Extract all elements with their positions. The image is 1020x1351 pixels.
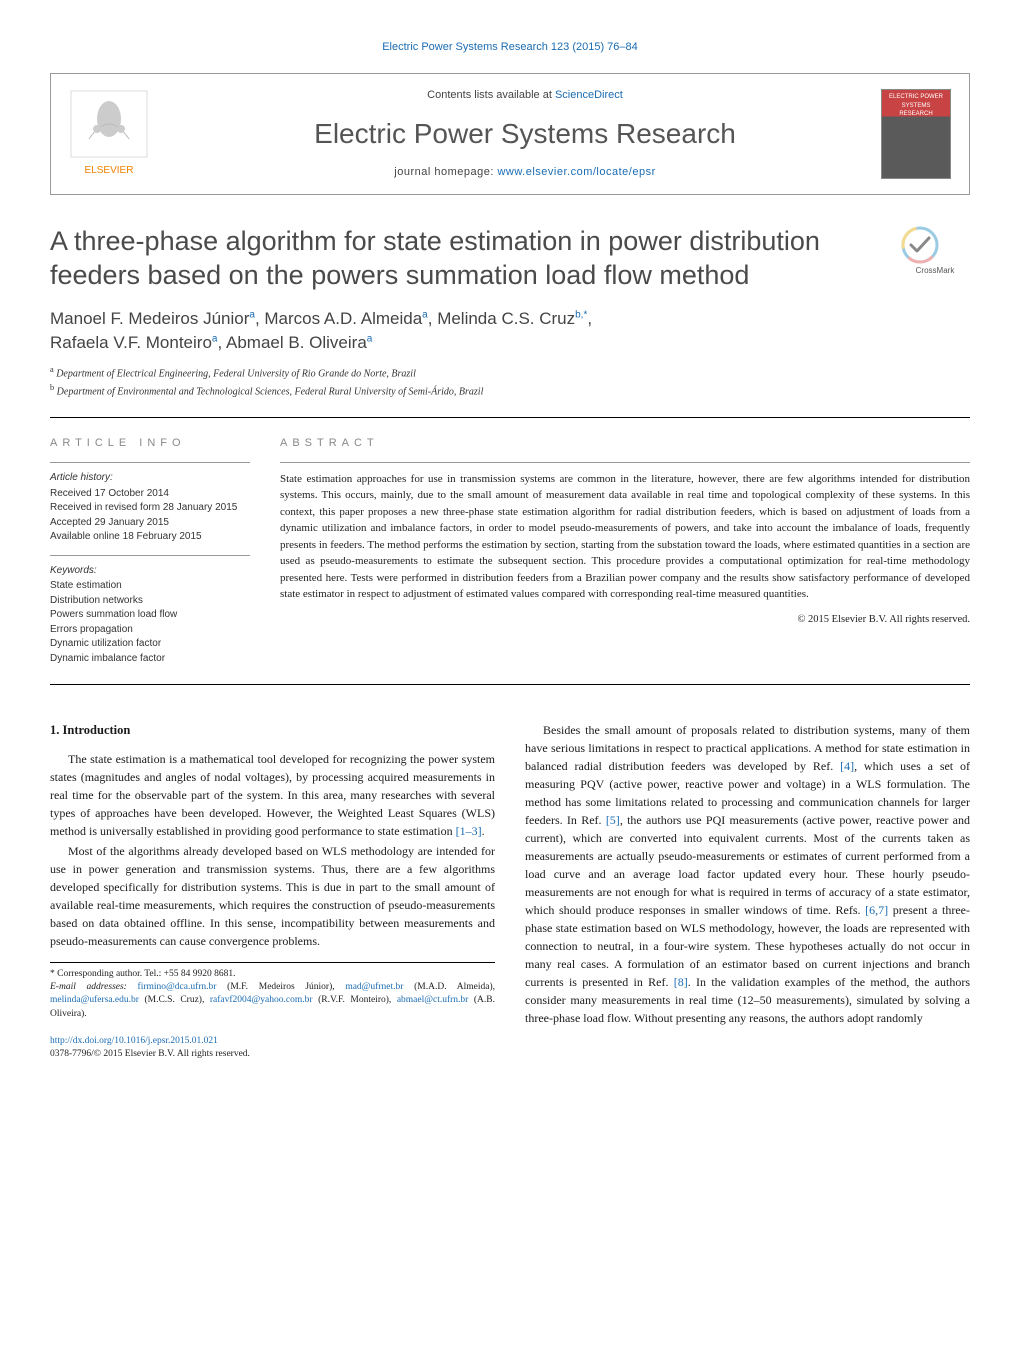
- body-columns: 1. Introduction The state estimation is …: [50, 721, 970, 1062]
- keywords-label: Keywords:: [50, 564, 250, 579]
- abstract-heading: ABSTRACT: [280, 436, 970, 451]
- affiliations: a Department of Electrical Engineering, …: [50, 364, 970, 399]
- email-4-who: (R.V.F. Monteiro),: [313, 995, 397, 1005]
- ref-4[interactable]: [4]: [840, 759, 854, 773]
- ref-5[interactable]: [5]: [606, 813, 620, 827]
- section-1-heading: 1. Introduction: [50, 721, 495, 740]
- divider-top: [50, 417, 970, 418]
- email-5[interactable]: abmael@ct.ufrn.br: [397, 995, 469, 1005]
- footnote-block: * Corresponding author. Tel.: +55 84 992…: [50, 962, 495, 1062]
- crossmark-badge[interactable]: CrossMark: [900, 225, 970, 277]
- history-revised: Received in revised form 28 January 2015: [50, 501, 250, 516]
- keyword-6: Dynamic imbalance factor: [50, 652, 250, 667]
- journal-homepage-line: journal homepage: www.elsevier.com/locat…: [169, 165, 881, 180]
- author-1-aff: a: [249, 309, 255, 320]
- email-addresses: E-mail addresses: firmino@dca.ufrn.br (M…: [50, 981, 495, 1021]
- email-1-who: (M.F. Medeiros Júnior),: [216, 982, 345, 992]
- paragraph-3: Besides the small amount of proposals re…: [525, 721, 970, 1027]
- history-online: Available online 18 February 2015: [50, 530, 250, 545]
- header-center-block: Contents lists available at ScienceDirec…: [169, 88, 881, 180]
- email-label: E-mail addresses:: [50, 982, 138, 992]
- author-list: Manoel F. Medeiros Júniora, Marcos A.D. …: [50, 307, 970, 355]
- email-1[interactable]: firmino@dca.ufrn.br: [138, 982, 217, 992]
- author-3-aff: b,*: [575, 309, 587, 320]
- abstract-divider: [280, 462, 970, 463]
- affiliation-b: b Department of Environmental and Techno…: [50, 382, 970, 399]
- ref-8[interactable]: [8]: [674, 975, 688, 989]
- contents-prefix: Contents lists available at: [427, 89, 555, 101]
- abstract-column: ABSTRACT State estimation approaches for…: [280, 436, 970, 666]
- history-accepted: Accepted 29 January 2015: [50, 516, 250, 531]
- paragraph-2: Most of the algorithms already developed…: [50, 842, 495, 950]
- keyword-3: Powers summation load flow: [50, 608, 250, 623]
- doi-link[interactable]: http://dx.doi.org/10.1016/j.epsr.2015.01…: [50, 1036, 218, 1046]
- author-1: Manoel F. Medeiros Júnior: [50, 309, 249, 328]
- author-5-aff: a: [367, 333, 373, 344]
- info-divider-1: [50, 462, 250, 463]
- email-3-who: (M.C.S. Cruz),: [139, 995, 210, 1005]
- divider-bottom: [50, 684, 970, 685]
- contents-available-line: Contents lists available at ScienceDirec…: [169, 88, 881, 103]
- elsevier-logo: ELSEVIER: [69, 89, 149, 179]
- affiliation-a: a Department of Electrical Engineering, …: [50, 364, 970, 381]
- author-4-aff: a: [212, 333, 218, 344]
- author-2: Marcos A.D. Almeida: [264, 309, 422, 328]
- keyword-2: Distribution networks: [50, 594, 250, 609]
- keyword-1: State estimation: [50, 579, 250, 594]
- info-abstract-row: ARTICLE INFO Article history: Received 1…: [50, 436, 970, 666]
- author-2-aff: a: [422, 309, 428, 320]
- title-row: A three-phase algorithm for state estima…: [50, 225, 970, 293]
- journal-reference-line: Electric Power Systems Research 123 (201…: [50, 40, 970, 55]
- homepage-link[interactable]: www.elsevier.com/locate/epsr: [497, 166, 655, 178]
- history-received: Received 17 October 2014: [50, 487, 250, 502]
- elsevier-wordmark: ELSEVIER: [85, 165, 134, 176]
- email-2[interactable]: mad@ufrnet.br: [345, 982, 403, 992]
- history-label: Article history:: [50, 471, 250, 486]
- journal-header: ELSEVIER Contents lists available at Sci…: [50, 73, 970, 195]
- article-title: A three-phase algorithm for state estima…: [50, 225, 880, 293]
- journal-name: Electric Power Systems Research: [169, 114, 881, 153]
- issn-copyright: 0378-7796/© 2015 Elsevier B.V. All right…: [50, 1049, 250, 1059]
- svg-text:CrossMark: CrossMark: [916, 266, 956, 275]
- article-info-sidebar: ARTICLE INFO Article history: Received 1…: [50, 436, 250, 666]
- journal-reference-link[interactable]: Electric Power Systems Research 123 (201…: [382, 41, 638, 53]
- ref-6-7[interactable]: [6,7]: [865, 903, 888, 917]
- article-info-heading: ARTICLE INFO: [50, 436, 250, 452]
- author-5: Abmael B. Oliveira: [226, 333, 367, 352]
- info-divider-2: [50, 555, 250, 556]
- abstract-text: State estimation approaches for use in t…: [280, 471, 970, 603]
- sciencedirect-link[interactable]: ScienceDirect: [555, 89, 623, 101]
- homepage-prefix: journal homepage:: [394, 166, 497, 178]
- keyword-4: Errors propagation: [50, 623, 250, 638]
- journal-cover-thumbnail: ELECTRIC POWER SYSTEMS RESEARCH: [881, 89, 951, 179]
- abstract-copyright: © 2015 Elsevier B.V. All rights reserved…: [280, 613, 970, 628]
- ref-1-3[interactable]: [1–3]: [456, 824, 482, 838]
- paragraph-1: The state estimation is a mathematical t…: [50, 750, 495, 840]
- email-3[interactable]: melinda@ufersa.edu.br: [50, 995, 139, 1005]
- corresponding-author: * Corresponding author. Tel.: +55 84 992…: [50, 968, 495, 981]
- email-2-who: (M.A.D. Almeida),: [403, 982, 495, 992]
- author-4: Rafaela V.F. Monteiro: [50, 333, 212, 352]
- author-3: Melinda C.S. Cruz: [437, 309, 575, 328]
- email-4[interactable]: rafavf2004@yahoo.com.br: [210, 995, 313, 1005]
- doi-block: http://dx.doi.org/10.1016/j.epsr.2015.01…: [50, 1035, 495, 1062]
- keyword-5: Dynamic utilization factor: [50, 637, 250, 652]
